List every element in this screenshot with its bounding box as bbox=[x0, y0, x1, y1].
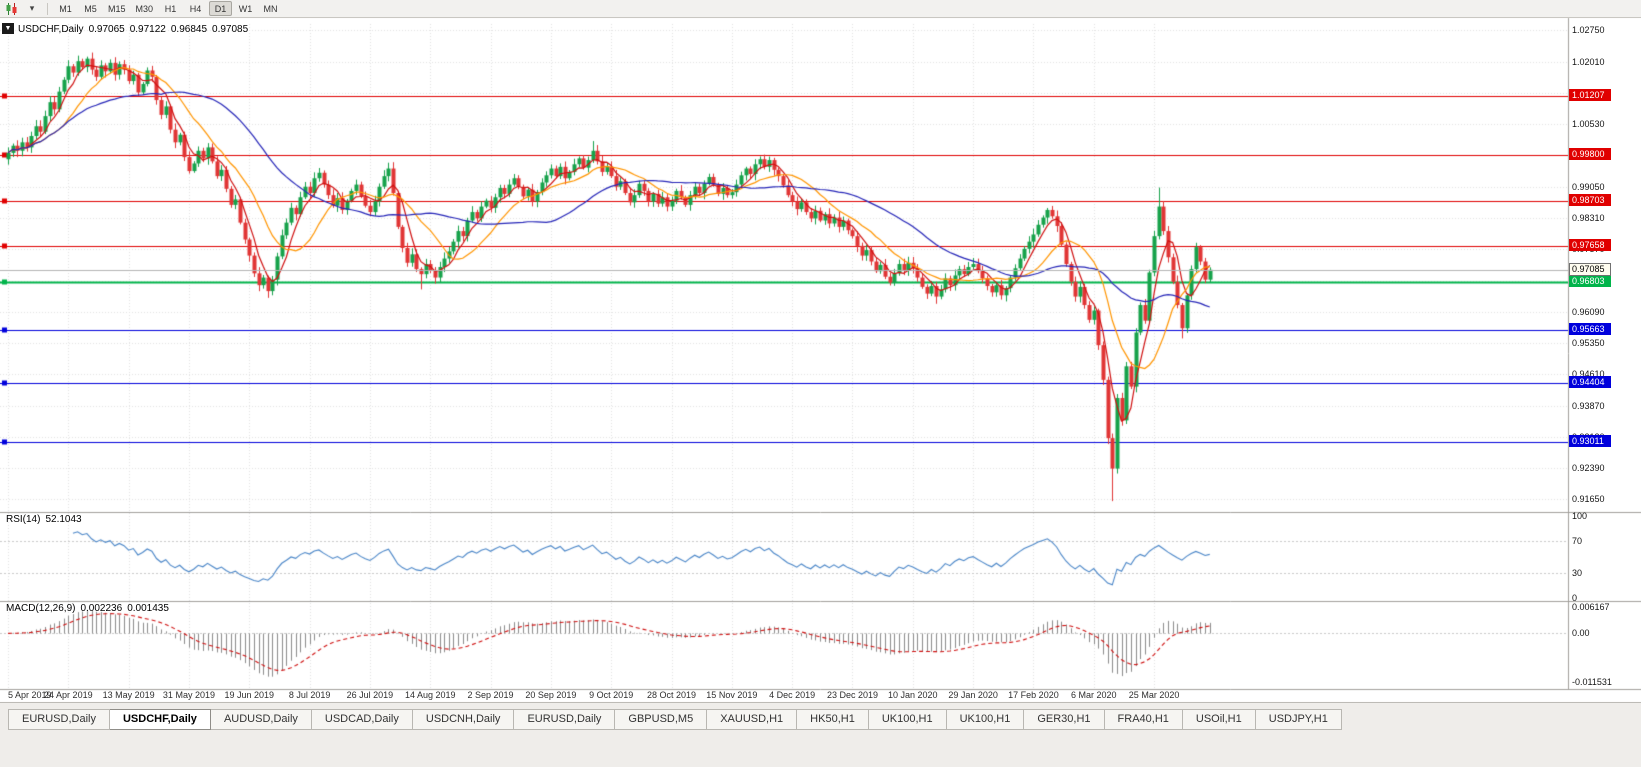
timeframe-button-m1[interactable]: M1 bbox=[59, 4, 72, 14]
chart-type-icon[interactable] bbox=[3, 1, 21, 16]
chart-close-value: 0.97085 bbox=[212, 24, 249, 35]
mini-candles-glyph bbox=[6, 2, 17, 15]
chart-tab-audusd-daily[interactable]: AUDUSD,Daily bbox=[210, 709, 312, 730]
rsi-value: 52.1043 bbox=[45, 514, 82, 525]
toolbar-separator bbox=[47, 2, 48, 15]
macd-value-main: 0.002236 bbox=[80, 603, 123, 614]
timeframe-button-h1[interactable]: H1 bbox=[164, 4, 177, 14]
macd-value-signal: 0.001435 bbox=[127, 603, 169, 614]
chart-symbol-label: USDCHF,Daily bbox=[18, 24, 84, 35]
chart-tab-usoil-h1[interactable]: USOil,H1 bbox=[1182, 709, 1256, 730]
rsi-indicator-label: RSI(14) 52.1043 bbox=[6, 514, 87, 525]
chart-high-value: 0.97122 bbox=[129, 24, 166, 35]
timeframe-button-m5[interactable]: M5 bbox=[84, 4, 97, 14]
toolbar: ▾ M1 M5 M15 M30 H1 H4 D1 W1 MN bbox=[0, 0, 1641, 18]
chart-tab-uk100-h1[interactable]: UK100,H1 bbox=[868, 709, 947, 730]
chart-title: USDCHF,Daily 0.97065 0.97122 0.96845 0.97085 bbox=[18, 24, 253, 35]
chart-tab-usdjpy-h1[interactable]: USDJPY,H1 bbox=[1255, 709, 1342, 730]
timeframe-button-h4[interactable]: H4 bbox=[189, 4, 202, 14]
timeframe-button-d1[interactable]: D1 bbox=[209, 1, 233, 16]
chart-tab-eurusd-daily[interactable]: EURUSD,Daily bbox=[8, 709, 110, 730]
chart-tab-usdcad-daily[interactable]: USDCAD,Daily bbox=[311, 709, 413, 730]
timeframe-button-w1[interactable]: W1 bbox=[238, 4, 253, 14]
timeframe-button-mn[interactable]: MN bbox=[263, 4, 278, 14]
chart-tab-ger30-h1[interactable]: GER30,H1 bbox=[1024, 709, 1105, 730]
timeframe-button-m15[interactable]: M15 bbox=[108, 4, 126, 14]
chart-tab-gbpusd-m5[interactable]: GBPUSD,M5 bbox=[615, 709, 708, 730]
chart-open-value: 0.97065 bbox=[88, 24, 125, 35]
chart-low-value: 0.96845 bbox=[170, 24, 208, 35]
rsi-name: RSI(14) bbox=[6, 514, 41, 525]
timeframe-buttons: M1 M5 M15 M30 H1 H4 D1 W1 MN bbox=[54, 1, 282, 16]
macd-name: MACD(12,26,9) bbox=[6, 603, 76, 614]
chart-tab-bar: EURUSD,Daily USDCHF,Daily AUDUSD,Daily USDC… bbox=[0, 702, 1641, 767]
chart-tab-hk50-h1[interactable]: HK50,H1 bbox=[797, 709, 869, 730]
macd-indicator-label: MACD(12,26,9) 0.002236 0.001435 bbox=[6, 603, 174, 614]
chart-tab-usdcnh-daily[interactable]: USDCNH,Daily bbox=[412, 709, 515, 730]
timeframe-dropdown-icon[interactable]: ▾ bbox=[29, 3, 35, 13]
chart-tab-xauusd-h1[interactable]: XAUUSD,H1 bbox=[707, 709, 798, 730]
chart-tab-fra40-h1[interactable]: FRA40,H1 bbox=[1104, 709, 1183, 730]
chart-tab-uk100-h1[interactable]: UK100,H1 bbox=[946, 709, 1025, 730]
one-click-trading-toggle[interactable]: ▼ bbox=[2, 23, 14, 34]
timeframe-button-m30[interactable]: M30 bbox=[135, 4, 154, 14]
chart-tab-usdchf-daily[interactable]: USDCHF,Daily bbox=[109, 709, 211, 730]
chart-tab-eurusd-daily[interactable]: EURUSD,Daily bbox=[514, 709, 616, 730]
